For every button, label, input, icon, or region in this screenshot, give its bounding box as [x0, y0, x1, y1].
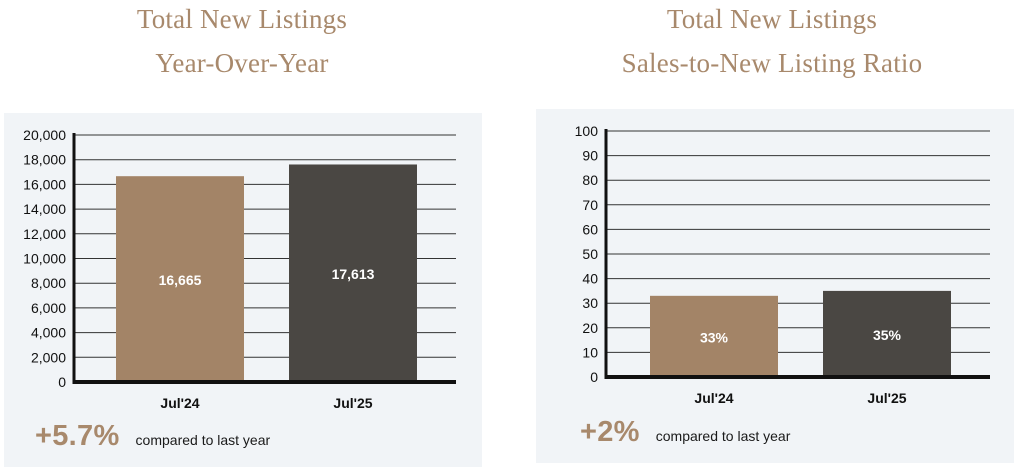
left-change-note: compared to last year — [135, 432, 271, 448]
right-summary: +2% compared to last year — [580, 416, 790, 449]
left-chart-data-label-2: 17,613 — [332, 266, 375, 282]
left-chart-y-tick-label: 14,000 — [23, 201, 66, 217]
left-chart-x-tick-label-1: Jul'24 — [160, 395, 199, 411]
right-bar-chart: 0 10 20 30 40 50 60 70 80 90 100 33% Jul'24 35% Jul'25 — [575, 123, 990, 406]
right-chart-y-tick-label: 50 — [582, 246, 598, 262]
left-chart-y-tick-label: 6,000 — [31, 300, 66, 316]
right-chart-y-tick-label: 90 — [582, 148, 598, 164]
right-change-value: +2% — [580, 416, 640, 448]
left-chart-y-tick-label: 18,000 — [23, 152, 66, 168]
left-title-line-2: Year-Over-Year — [155, 48, 329, 78]
left-chart-x-tick-label-2: Jul'25 — [333, 395, 372, 411]
left-title-line-1: Total New Listings — [136, 4, 348, 34]
right-chart-y-tick-label: 20 — [582, 320, 598, 336]
right-change-note: compared to last year — [655, 428, 791, 444]
right-chart-x-tick-label-1: Jul'24 — [694, 390, 733, 406]
left-chart-y-tick-label: 20,000 — [23, 127, 66, 143]
right-chart-y-tick-label: 10 — [582, 344, 598, 360]
right-chart-data-label-1: 33% — [700, 329, 729, 345]
left-change-value: +5.7% — [35, 420, 120, 452]
left-summary: +5.7% compared to last year — [35, 420, 270, 453]
left-chart-y-tick-label: 2,000 — [31, 349, 66, 365]
right-chart-panel: 0 10 20 30 40 50 60 70 80 90 100 33% Jul'24 35% Jul'25… — [536, 109, 1014, 463]
right-chart-y-tick-label: 70 — [582, 197, 598, 213]
left-chart-y-tick-label: 8,000 — [31, 275, 66, 291]
right-chart-y-tick-label: 60 — [582, 221, 598, 237]
left-chart-bar-2 — [289, 164, 417, 382]
right-chart-data-label-2: 35% — [873, 327, 902, 343]
right-chart-x-tick-label-2: Jul'25 — [867, 390, 906, 406]
left-chart-panel: 0 2,000 4,000 6,000 8,000 10,000 12,000 14,000 1… — [4, 113, 482, 467]
right-title-line-1: Total New Listings — [666, 4, 878, 34]
right-chart-y-tick-label: 80 — [582, 172, 598, 188]
right-chart-y-tick-label: 40 — [582, 271, 598, 287]
right-title-line-2: Sales-to-New Listing Ratio — [621, 48, 923, 78]
right-chart-bar-2 — [823, 290, 951, 377]
left-chart-y-tick-label: 16,000 — [23, 176, 66, 192]
right-chart-bar-1 — [650, 295, 778, 377]
left-chart-title: Total New Listings Year-Over-Year — [40, 0, 444, 85]
left-chart-bar-1 — [116, 176, 244, 382]
left-chart-y-tick-label: 0 — [58, 374, 66, 390]
right-chart-y-tick-label: 100 — [575, 123, 599, 139]
left-chart-y-tick-label: 12,000 — [23, 226, 66, 242]
left-chart-y-tick-label: 4,000 — [31, 325, 66, 341]
right-chart-y-tick-label: 30 — [582, 295, 598, 311]
right-chart-y-tick-label: 0 — [590, 369, 598, 385]
left-chart-data-label-1: 16,665 — [159, 272, 202, 288]
right-chart-title: Total New Listings Sales-to-New Listing … — [570, 0, 974, 85]
left-bar-chart: 0 2,000 4,000 6,000 8,000 10,000 12,000 14,000 1… — [23, 127, 456, 411]
left-chart-y-tick-label: 10,000 — [23, 251, 66, 267]
